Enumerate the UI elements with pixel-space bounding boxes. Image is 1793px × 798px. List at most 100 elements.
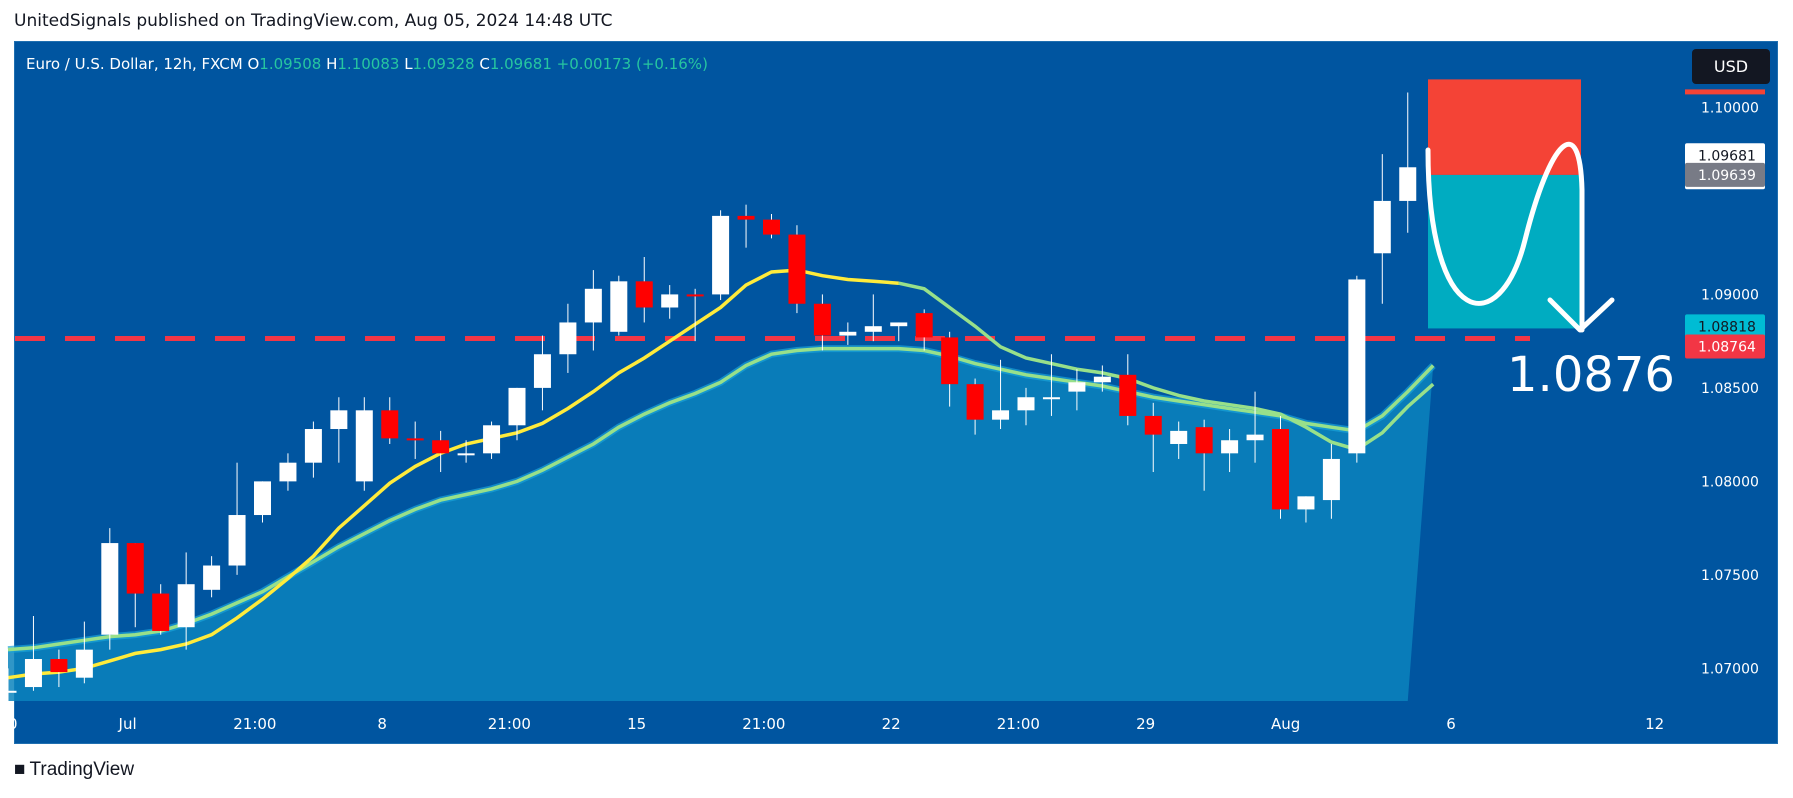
price-tick-label: 1.07000 — [1701, 661, 1759, 677]
legend-o-value: 1.09508 — [259, 55, 321, 73]
fast-ma-line-tail — [898, 281, 1435, 452]
candle-6[interactable] — [152, 584, 170, 635]
candle-1[interactable] — [24, 615, 42, 691]
candle-body — [966, 384, 984, 420]
candle-51[interactable] — [1297, 496, 1315, 523]
candle-45[interactable] — [1144, 402, 1162, 473]
price-tag-box — [1685, 314, 1765, 339]
stop-level-marker — [1685, 89, 1765, 95]
candle-14[interactable] — [355, 397, 373, 491]
time-tick-label: 21:00 — [233, 715, 276, 733]
candle-12[interactable] — [304, 421, 322, 478]
candle-48[interactable] — [1221, 429, 1239, 473]
candle-9[interactable] — [228, 462, 246, 575]
candle-47[interactable] — [1195, 419, 1213, 491]
candle-53[interactable] — [1348, 275, 1366, 463]
candle-31[interactable] — [788, 225, 806, 314]
candle-43[interactable] — [1093, 365, 1111, 392]
price-tag-box — [1685, 162, 1765, 187]
candle-32[interactable] — [813, 294, 831, 351]
candle-33[interactable] — [839, 322, 857, 345]
candle-body — [126, 543, 144, 594]
candle-2[interactable] — [50, 649, 68, 688]
candle-body — [406, 438, 424, 441]
candle-23[interactable] — [584, 270, 602, 351]
candle-29[interactable] — [737, 204, 755, 248]
candle-body — [330, 410, 348, 430]
candle-37[interactable] — [941, 331, 959, 407]
candle-3[interactable] — [75, 621, 93, 684]
candle-body — [1170, 430, 1188, 444]
currency-button[interactable]: USD — [1692, 49, 1770, 84]
candle-30[interactable] — [763, 214, 780, 239]
legend-h-label: H — [321, 55, 337, 73]
candle-15[interactable] — [381, 397, 399, 444]
candle-body — [839, 331, 857, 336]
candle-body — [483, 425, 501, 454]
candle-body — [788, 234, 806, 304]
candle-10[interactable] — [254, 481, 271, 523]
candle-50[interactable] — [1272, 415, 1289, 519]
candle-36[interactable] — [915, 309, 933, 351]
candle-body — [1221, 440, 1239, 454]
candle-40[interactable] — [1017, 387, 1035, 426]
candle-46[interactable] — [1170, 421, 1188, 459]
candle-34[interactable] — [864, 294, 882, 342]
candle-26[interactable] — [661, 285, 679, 319]
candle-39[interactable] — [992, 359, 1010, 430]
symbol-legend: Euro / U.S. Dollar, 12h, FXCM O1.09508 H… — [26, 55, 708, 73]
candle-28[interactable] — [712, 210, 730, 301]
candle-body — [1093, 376, 1111, 383]
candle-22[interactable] — [559, 303, 577, 373]
candle-0[interactable] — [0, 668, 17, 702]
price-tag-cyan: 1.08818 — [1685, 314, 1765, 339]
candle-body — [559, 322, 577, 355]
price-chart[interactable]: 1.0876 1.07000 1.07500 1.08000 1.08500 1.090… — [0, 0, 1793, 760]
time-tick-label: Aug — [1271, 715, 1300, 733]
time-tick-label: 6 — [1446, 715, 1456, 733]
candle-5[interactable] — [126, 543, 144, 628]
candle-54[interactable] — [1373, 154, 1391, 304]
candle-24[interactable] — [610, 275, 628, 336]
candle-7[interactable] — [177, 552, 195, 650]
candle-55[interactable] — [1399, 92, 1417, 233]
candle-8[interactable] — [203, 556, 221, 598]
candle-21[interactable] — [533, 335, 551, 411]
candle-body — [584, 288, 602, 323]
candle-body — [279, 462, 297, 482]
candle-body — [661, 294, 679, 308]
candle-44[interactable] — [1119, 354, 1137, 426]
candle-body — [992, 410, 1010, 420]
price-tick-label: 1.09000 — [1701, 287, 1759, 303]
candle-body — [610, 281, 628, 332]
time-tick-label: 21:00 — [742, 715, 785, 733]
fast-ma-line — [7, 268, 899, 680]
candle-body — [24, 658, 42, 688]
candle-52[interactable] — [1322, 443, 1340, 519]
candle-49[interactable] — [1246, 391, 1264, 463]
tradingview-logo-icon: ■ — [14, 759, 26, 780]
price-tag-value: 1.08818 — [1698, 319, 1756, 335]
tradingview-brand[interactable]: ■ TradingView — [14, 759, 134, 781]
candle-20[interactable] — [508, 387, 526, 441]
currency-button-label: USD — [1714, 57, 1748, 76]
candle-35[interactable] — [890, 322, 908, 342]
candle-body — [457, 453, 475, 456]
candle-17[interactable] — [432, 430, 450, 473]
candle-4[interactable] — [101, 528, 119, 650]
candle-38[interactable] — [966, 378, 984, 435]
candle-body — [915, 313, 933, 338]
candle-41[interactable] — [1042, 354, 1060, 416]
candle-13[interactable] — [330, 397, 348, 463]
candle-25[interactable] — [635, 257, 653, 323]
price-tick-label: 1.07500 — [1701, 568, 1759, 584]
candle-19[interactable] — [483, 421, 501, 459]
candle-body — [1348, 279, 1366, 454]
candle-11[interactable] — [279, 453, 297, 491]
candle-16[interactable] — [406, 421, 424, 459]
candle-42[interactable] — [1068, 369, 1086, 411]
time-axis: 00 Jul 21:00 8 21:00 15 21:00 22 21:00 29 Aug 6 12 — [0, 715, 1664, 733]
candle-27[interactable] — [686, 288, 704, 342]
candle-body — [203, 565, 221, 590]
candle-18[interactable] — [457, 440, 475, 463]
